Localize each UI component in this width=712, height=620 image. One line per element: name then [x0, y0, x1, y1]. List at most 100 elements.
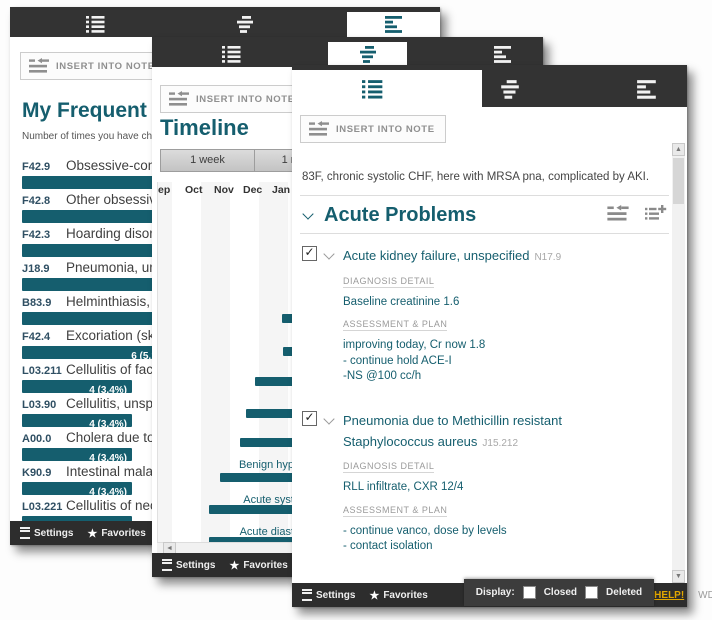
tab-frequent-diagnoses[interactable]: [463, 42, 543, 67]
window-problem-list: INSERT INTO NOTE 83F, chronic systolic C…: [292, 65, 712, 607]
insert-into-note-button[interactable]: INSERT INTO NOTE: [300, 115, 446, 143]
diagnosis-name: Cellulitis of neck: [66, 498, 164, 513]
frequency-bar: 4 (3.4%): [22, 414, 132, 430]
frequency-bars-icon: [493, 46, 513, 63]
frequency-count: 4 (3.4%): [89, 419, 127, 430]
gantt-row-label: Acute diast: [239, 526, 294, 538]
star-icon: ★: [369, 589, 380, 602]
deleted-label: Deleted: [606, 586, 643, 598]
insert-into-note-icon: [169, 91, 189, 107]
list-item[interactable]: L03.90 Cellulitis, unspecified 4 (3.4%): [22, 395, 440, 430]
scroll-up-icon[interactable]: ▲: [672, 143, 685, 156]
frequency-bar: 4 (3.4%): [22, 482, 132, 498]
add-to-list-icon[interactable]: [645, 204, 667, 227]
favorites-button[interactable]: ★ Favorites: [369, 589, 427, 602]
insert-into-note-icon: [309, 121, 329, 137]
list-icon: [86, 16, 106, 33]
diagnosis-detail-text: Baseline creatinine 1.6: [343, 295, 460, 308]
problem-name[interactable]: Acute kidney failure, unspecified: [343, 248, 530, 263]
frequency-bar: 4 (3.4%): [22, 448, 132, 464]
settings-button[interactable]: Settings: [162, 559, 215, 571]
section-title: Acute Problems: [324, 204, 477, 226]
insert-into-note-label: INSERT INTO NOTE: [56, 60, 155, 72]
settings-button[interactable]: Settings: [20, 527, 73, 539]
scrollbar-thumb[interactable]: [673, 158, 684, 204]
settings-button[interactable]: Settings: [302, 589, 355, 601]
frequency-bar: 6 (5.1%): [22, 346, 174, 362]
insert-section-icon[interactable]: [607, 204, 629, 227]
problem-checkbox-checked[interactable]: ✓: [302, 246, 317, 261]
favorites-button[interactable]: ★ Favorites: [87, 527, 145, 540]
diagnosis-detail-label: DIAGNOSIS DETAIL: [343, 461, 435, 474]
timeline-icon: [358, 46, 378, 63]
tab-problem-list[interactable]: [332, 72, 413, 107]
assessment-plan-line: - contact isolation: [343, 540, 433, 553]
frequency-count: 4 (3.4%): [89, 453, 127, 464]
frequency-count: 6 (5.1%): [131, 351, 169, 362]
closed-checkbox[interactable]: [522, 585, 536, 599]
icd-code: B83.9: [22, 297, 52, 309]
closed-label: Closed: [543, 586, 578, 598]
assessment-plan-line: - continue hold ACE-I: [343, 354, 452, 367]
star-icon: ★: [229, 559, 240, 572]
vertical-scrollbar[interactable]: ▲ ▼: [672, 143, 685, 583]
timeline-icon: [499, 80, 521, 99]
chevron-down-icon[interactable]: [323, 248, 335, 260]
display-panel: Display: Closed Deleted: [463, 578, 655, 606]
month-label: Jan: [272, 184, 291, 196]
tab-frequent-diagnoses[interactable]: [347, 12, 441, 37]
chevron-down-icon[interactable]: [323, 413, 335, 425]
timeline-icon: [235, 16, 255, 33]
icd-code: J15.212: [482, 437, 519, 449]
assessment-plan-line: improving today, Cr now 1.8: [343, 339, 486, 352]
scroll-down-icon[interactable]: ▼: [672, 570, 685, 583]
problem-item[interactable]: ✓ Pneumonia due to Methicillin resistant…: [302, 410, 667, 555]
favorites-button[interactable]: ★ Favorites: [229, 559, 287, 572]
chevron-down-icon[interactable]: [302, 207, 314, 220]
menu-icon: [20, 527, 30, 539]
tab-problem-list[interactable]: [50, 12, 143, 37]
page-subtitle: Number of times you have chosen this dia…: [22, 131, 238, 142]
icd-code: F42.8: [22, 195, 51, 207]
frequency-count: 4 (3.4%): [89, 385, 127, 396]
tab-problem-list[interactable]: [192, 42, 272, 67]
tab-frequent-diagnoses[interactable]: [606, 72, 687, 107]
problem-checkbox-checked[interactable]: ✓: [302, 410, 317, 426]
icd-code: F42.9: [22, 161, 51, 173]
tab-timeline[interactable]: [469, 72, 550, 107]
frequency-bars-icon: [384, 16, 404, 33]
month-label: Nov: [214, 184, 234, 196]
assessment-plan-line: - continue vanco, dose by levels: [343, 524, 507, 537]
insert-into-note-button[interactable]: INSERT INTO NOTE: [20, 52, 166, 80]
frequency-count: 4 (3.4%): [89, 487, 127, 498]
icd-code: N17.9: [534, 252, 562, 263]
tab-timeline[interactable]: [327, 42, 408, 67]
diagnosis-detail-text: RLL infiltrate, CXR 12/4: [343, 481, 464, 494]
problem-item[interactable]: ✓ Acute kidney failure, unspecified N17.9…: [302, 246, 667, 385]
tab-timeline[interactable]: [199, 12, 292, 37]
problem-list-scroll-area: 83F, chronic systolic CHF, here with MRS…: [292, 107, 669, 583]
assessment-plan-label: ASSESSMENT & PLAN: [343, 319, 448, 332]
assessment-plan-line: -NS @100 cc/h: [343, 370, 422, 383]
range-button-week[interactable]: 1 week: [160, 149, 255, 172]
scroll-left-icon[interactable]: ◄: [163, 542, 176, 555]
list-item[interactable]: L03.211 Cellulitis of face 4 (3.4%): [22, 361, 440, 396]
gantt-row-label: Acute syst: [243, 494, 294, 506]
problem-name[interactable]: Pneumonia due to Methicillin resistant S…: [343, 412, 562, 449]
settings-label: Settings: [176, 559, 216, 571]
patient-summary: 83F, chronic systolic CHF, here with MRS…: [302, 171, 650, 183]
tab-bar: [10, 7, 441, 37]
menu-icon: [162, 559, 172, 571]
footer-bar: Settings ★Favorites Display: Closed Dele…: [292, 578, 712, 607]
icd-code: J18.9: [22, 263, 50, 275]
month-label: Oct: [185, 184, 203, 196]
month-label: Sep: [158, 184, 171, 196]
tab-bar: [152, 37, 543, 67]
deleted-checkbox[interactable]: [585, 585, 599, 599]
tab-bar: [292, 65, 687, 107]
divider: [300, 195, 669, 196]
help-link[interactable]: HELP!: [654, 589, 685, 601]
frequency-bars-icon: [636, 80, 658, 99]
insert-into-note-button[interactable]: INSERT INTO NOTE: [160, 85, 306, 113]
settings-label: Settings: [34, 527, 74, 539]
